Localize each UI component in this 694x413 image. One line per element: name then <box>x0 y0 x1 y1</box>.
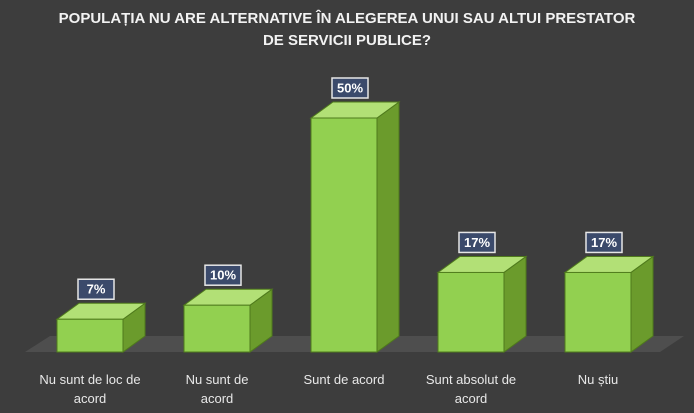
x-tick-label: Nu sunt de acord <box>185 372 249 406</box>
bar <box>56 318 124 353</box>
x-tick-label: Nu știu <box>577 372 619 387</box>
value-label-box <box>77 278 115 300</box>
chart-title: POPULAȚIA NU ARE ALTERNATIVE ÎN ALEGEREA… <box>58 10 636 49</box>
bar <box>437 271 505 353</box>
value-label-box <box>585 231 623 254</box>
bar <box>564 271 632 353</box>
x-tick-label: Sunt de acord <box>303 372 385 387</box>
bar-side <box>503 255 527 353</box>
value-label: 17% <box>464 235 490 250</box>
bar <box>183 304 251 353</box>
x-tick-label: Sunt absolut de acord <box>425 372 517 406</box>
value-label: 7% <box>87 282 106 297</box>
bar <box>310 117 378 353</box>
value-label-box <box>331 77 369 99</box>
x-tick-label: Nu sunt de loc de acord <box>39 372 141 406</box>
bar-side <box>630 255 654 353</box>
value-label: 17% <box>591 235 617 250</box>
value-label: 50% <box>337 80 363 95</box>
value-label-box <box>204 264 242 286</box>
value-label-box <box>458 231 496 254</box>
value-label: 10% <box>210 268 236 283</box>
bar-side <box>376 101 400 353</box>
